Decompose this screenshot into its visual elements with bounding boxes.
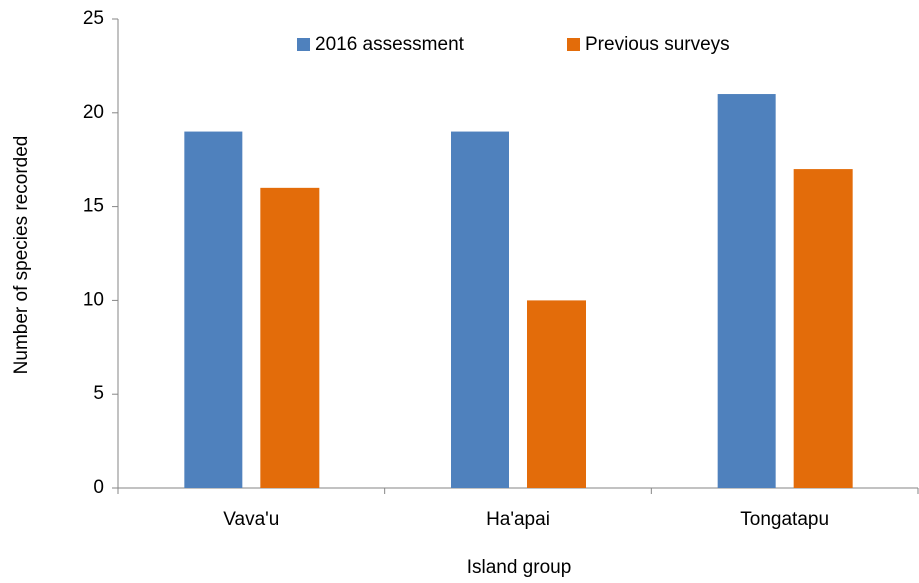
- bar: [527, 300, 586, 488]
- y-tick-label: 25: [83, 8, 104, 29]
- x-tick-label: Tongatapu: [740, 509, 829, 530]
- bar: [184, 131, 243, 488]
- bar: [793, 169, 853, 488]
- y-tick-label: 10: [83, 289, 104, 310]
- bar: [260, 187, 320, 488]
- legend-swatch: [297, 38, 310, 51]
- legend-swatch: [567, 38, 580, 51]
- bar: [717, 94, 776, 488]
- x-axis-label: Island group: [467, 557, 572, 578]
- y-tick-label: 5: [93, 383, 104, 404]
- legend-label: 2016 assessment: [315, 34, 465, 55]
- y-tick-label: 0: [93, 477, 104, 498]
- legend-label: Previous surveys: [585, 34, 730, 55]
- bar: [451, 131, 509, 488]
- x-tick-label: Vava'u: [223, 509, 279, 530]
- x-tick-label: Ha'apai: [486, 509, 550, 530]
- y-tick-label: 20: [83, 102, 104, 123]
- y-tick-label: 15: [83, 196, 104, 217]
- y-axis-label: Number of species recorded: [11, 136, 32, 375]
